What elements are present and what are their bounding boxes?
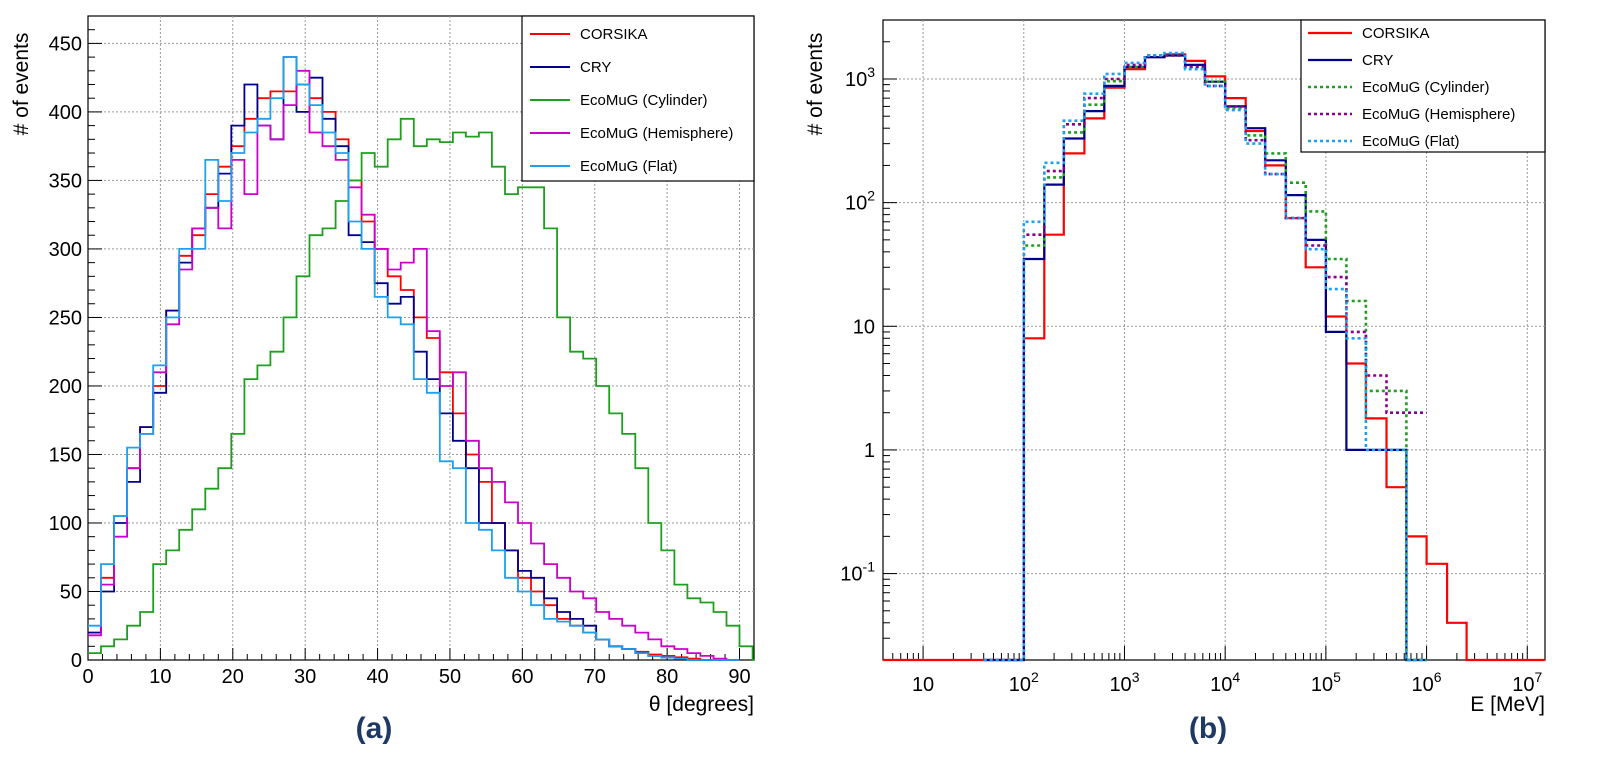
- panel-b-xtick-label: 104: [1210, 669, 1240, 696]
- panel-b-xtick-label: 103: [1109, 669, 1139, 696]
- panel-a-ytick-label: 150: [49, 444, 82, 466]
- panel-a-xtick-label: 70: [584, 666, 606, 688]
- panel-b-ytick-label: 10-1: [840, 559, 875, 586]
- panel-a-series: [88, 56, 754, 661]
- panel-b-legend-label: EcoMuG (Cylinder): [1362, 79, 1490, 96]
- panel-a-ylabel: # of events: [10, 33, 33, 136]
- panel-a-legend-label: CORSIKA: [580, 26, 648, 43]
- panel-b-chart: 10 102 103 104 105 106 107 10-1 1 10 102 103 # of e…: [804, 19, 1546, 745]
- panel-a-xtick-label: 10: [149, 666, 171, 688]
- panel-b-legend-label: EcoMuG (Flat): [1362, 133, 1460, 150]
- panel-b-series: [883, 51, 1545, 662]
- panel-b-xtick-label: 106: [1412, 669, 1442, 696]
- panel-a-series-2: [88, 117, 754, 661]
- panel-b-xtick-label: 10: [912, 674, 934, 696]
- panel-a-label: (a): [356, 712, 393, 745]
- panel-a-legend-label: EcoMuG (Cylinder): [580, 92, 708, 109]
- panel-b-legend: CORSIKA CRY EcoMuG (Cylinder) EcoMuG (Hemis…: [1300, 19, 1546, 153]
- panel-b-series-4: [983, 51, 1427, 662]
- panel-a-xtick-label: 0: [82, 666, 93, 688]
- panel-a-legend-box: [521, 15, 755, 182]
- panel-a-ytick-label: 350: [49, 170, 82, 192]
- panel-a-legend-label: EcoMuG (Flat): [580, 158, 678, 175]
- panel-b-xlabel: E [MeV]: [1470, 693, 1545, 716]
- panel-b-legend-label: CRY: [1362, 52, 1393, 69]
- panel-a-chart: 0 10 20 30 40 50 60 70 80 90 0 50 100 150 200 250 300 350…: [10, 15, 755, 745]
- panel-a-xtick-label: 90: [728, 666, 750, 688]
- panel-b-ylabel: # of events: [804, 33, 827, 136]
- panel-b-legend-label: CORSIKA: [1362, 25, 1430, 42]
- panel-a-ticks: 0 10 20 30 40 50 60 70 80 90 0 50 100 150 200 250 300 350…: [49, 29, 751, 688]
- panel-a-xtick-label: 80: [656, 666, 678, 688]
- panel-a-legend-label: CRY: [580, 59, 611, 76]
- panel-b-legend-box: [1300, 19, 1546, 153]
- panel-b-ticks: 10 102 103 104 105 106 107 10-1 1 10 102 103: [840, 19, 1542, 696]
- panel-b-ytick-label: 10: [853, 316, 875, 338]
- panel-a-legend: CORSIKA CRY EcoMuG (Cylinder) EcoMuG (Hemis…: [521, 15, 755, 182]
- panel-a-ytick-label: 450: [49, 33, 82, 55]
- panel-a-xtick-label: 60: [511, 666, 533, 688]
- panel-a-xtick-label: 20: [222, 666, 244, 688]
- panel-b-label: (b): [1189, 712, 1227, 745]
- panel-b-ytick-label: 103: [845, 64, 875, 91]
- panel-b-ytick-label: 1: [864, 440, 875, 462]
- panel-a-ytick-label: 300: [49, 239, 82, 261]
- panel-b-series-2: [983, 54, 1427, 662]
- panel-a-ytick-label: 50: [60, 581, 82, 603]
- panel-a-xtick-label: 40: [366, 666, 388, 688]
- panel-a-ytick-label: 400: [49, 102, 82, 124]
- panel-a-ytick-label: 200: [49, 376, 82, 398]
- panel-a-xlabel: θ [degrees]: [649, 693, 754, 716]
- panel-a-ytick-label: 0: [71, 650, 82, 672]
- panel-a-series-3: [88, 69, 740, 661]
- panel-b-xtick-label: 105: [1311, 669, 1341, 696]
- panel-b-legend-label: EcoMuG (Hemisphere): [1362, 106, 1515, 123]
- panel-a-xtick-label: 30: [294, 666, 316, 688]
- panel-a-xtick-label: 50: [439, 666, 461, 688]
- panel-a-series-4: [88, 56, 740, 661]
- panel-a-ytick-label: 250: [49, 307, 82, 329]
- panel-b-xtick-label: 102: [1009, 669, 1039, 696]
- panel-b-xtick-label: 107: [1512, 669, 1542, 696]
- panel-b-ytick-label: 102: [845, 188, 875, 215]
- panel-a-legend-label: EcoMuG (Hemisphere): [580, 125, 733, 142]
- panel-a-ytick-label: 100: [49, 513, 82, 535]
- panel-a-grid: [88, 16, 754, 660]
